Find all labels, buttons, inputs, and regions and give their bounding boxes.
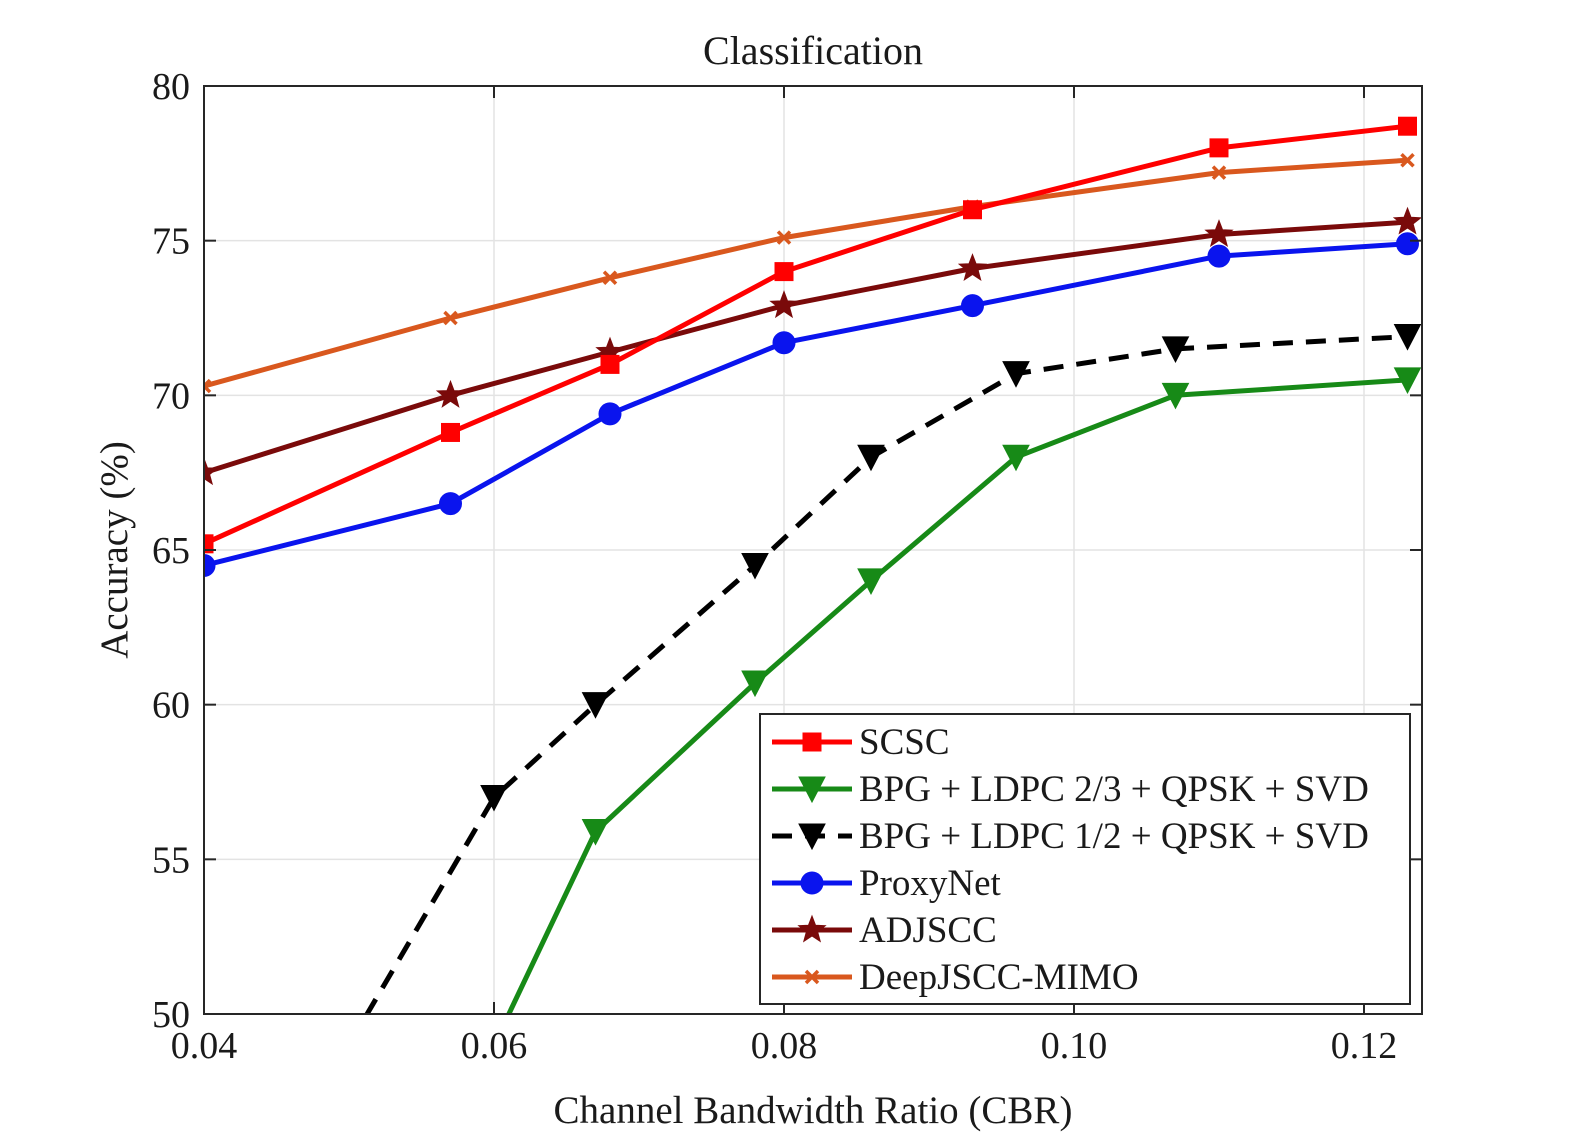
legend-label: SCSC [859, 722, 950, 763]
data-point [1400, 153, 1415, 168]
legend-marker [798, 823, 826, 851]
data-point [435, 379, 466, 408]
data-point [776, 230, 792, 245]
data-point [204, 457, 219, 486]
data-point [602, 270, 618, 286]
legend-label: ProxyNet [859, 863, 1002, 904]
x-tick-label: 0.04 [171, 1025, 238, 1067]
data-point [581, 818, 610, 846]
series-2 [336, 324, 1422, 1058]
legend-marker [798, 776, 826, 804]
series-3 [204, 232, 1419, 577]
y-tick-label: 50 [152, 994, 190, 1036]
legend-item: BPG + LDPC 2/3 + QPSK + SVD [772, 769, 1369, 810]
ticks [203, 85, 1422, 1015]
data-point [480, 784, 508, 812]
data-point [600, 354, 620, 374]
data-point [741, 552, 769, 580]
y-tick-label: 70 [152, 375, 190, 417]
x-tick-label: 0.06 [461, 1025, 528, 1067]
data-point [336, 1033, 362, 1058]
legend-marker [802, 732, 822, 752]
data-point [1161, 382, 1190, 410]
y-tick-label: 55 [152, 839, 190, 881]
data-point [961, 294, 984, 318]
data-point [957, 253, 988, 281]
legend: SCSC BPG + LDPC 2/3 + QPSK + SVD BPG + LDP… [759, 713, 1411, 1005]
data-point [1002, 444, 1030, 472]
data-point [857, 568, 885, 596]
data-point [443, 310, 458, 326]
data-point [204, 553, 216, 577]
series-5 [204, 153, 1415, 394]
data-point [1209, 138, 1229, 158]
data-point [772, 331, 796, 355]
legend-label: BPG + LDPC 1/2 + QPSK + SVD [859, 816, 1369, 857]
series-4 [204, 206, 1422, 486]
data-point [1393, 324, 1422, 351]
legend-label: BPG + LDPC 2/3 + QPSK + SVD [859, 769, 1369, 810]
legend-marker [804, 969, 820, 985]
data-point [1398, 116, 1417, 136]
grid [204, 86, 1422, 1014]
y-axis-label: Accuracy (%) [93, 441, 136, 659]
legend-label: ADJSCC [859, 910, 997, 951]
legend-marker [797, 914, 827, 943]
y-tick-label: 60 [152, 685, 190, 727]
data-point [598, 402, 622, 426]
data-point [1392, 206, 1422, 235]
y-tick-label: 65 [152, 530, 190, 572]
data-point [1204, 219, 1234, 247]
legend-item: DeepJSCC-MIMO [772, 957, 1139, 998]
data-point [769, 290, 799, 319]
series-layer [204, 116, 1422, 1058]
data-point [1002, 361, 1030, 388]
legend-box [759, 713, 1411, 1005]
data-point [204, 534, 214, 554]
series-0 [204, 116, 1417, 554]
data-point [963, 200, 982, 220]
tick-labels: 0.04 0.06 0.08 0.10 0.12 50 55 60 65 70 75 80 [152, 66, 1397, 1067]
data-point [1211, 165, 1227, 180]
x-axis-label: Channel Bandwidth Ratio (CBR) [554, 1089, 1073, 1132]
data-point [581, 692, 610, 719]
data-point [439, 492, 462, 516]
data-point [204, 378, 212, 394]
x-tick-label: 0.08 [751, 1025, 818, 1067]
legend-label: DeepJSCC-MIMO [859, 957, 1139, 998]
series-1 [506, 367, 1422, 1014]
data-point [1161, 336, 1190, 364]
legend-item: BPG + LDPC 1/2 + QPSK + SVD [772, 816, 1369, 857]
data-point [857, 444, 885, 472]
data-point [441, 422, 460, 442]
data-point [1393, 367, 1422, 394]
legend-item: SCSC [772, 722, 950, 763]
x-tick-label: 0.12 [1331, 1025, 1398, 1067]
series-line [364, 334, 1408, 1014]
legend-item: ADJSCC [772, 910, 997, 951]
x-tick-label: 0.10 [1041, 1025, 1108, 1067]
data-point [774, 262, 794, 282]
data-point [1207, 244, 1231, 268]
data-point [1396, 232, 1419, 256]
data-point [741, 670, 769, 698]
legend-item: ProxyNet [772, 863, 1002, 904]
y-tick-label: 75 [152, 221, 190, 263]
legend-marker [800, 871, 824, 895]
y-tick-label: 80 [152, 66, 190, 108]
chart-title: Classification [703, 28, 923, 73]
